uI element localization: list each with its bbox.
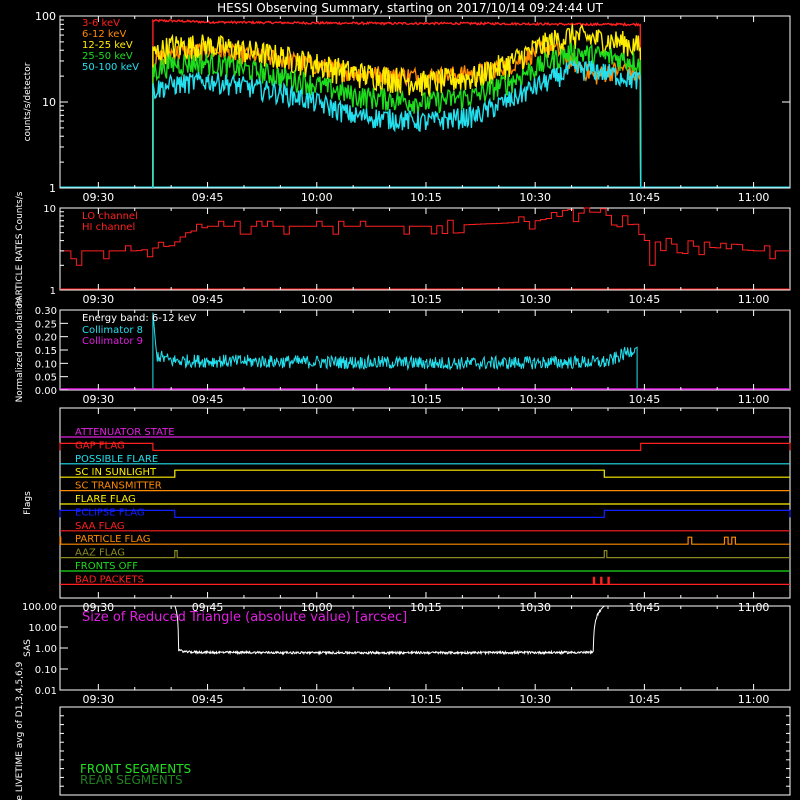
x-tick-label: 10:15: [410, 293, 442, 306]
flag-label: POSSIBLE FLARE: [75, 454, 158, 465]
y-tick-label: 10: [42, 96, 56, 109]
flag-label: AAZ FLAG: [75, 548, 125, 559]
x-tick-label: 11:00: [738, 293, 770, 306]
flag-line: [60, 576, 790, 585]
y-tick-label: 0.10: [35, 665, 57, 676]
x-tick-label: 09:45: [192, 293, 224, 306]
flag-label: SAA FLAG: [75, 521, 125, 532]
legend-label: 6-12 keV: [82, 29, 126, 40]
series-line-Collimator-8: [152, 312, 638, 390]
y-tick-label: 0.00: [35, 386, 57, 397]
series-line-3-6-keV: [152, 18, 642, 189]
y-tick-label: 1: [49, 182, 56, 195]
y-tick-label: 100.00: [22, 602, 57, 613]
legend-label: REAR SEGMENTS: [80, 773, 183, 787]
y-tick-label: 0.30: [35, 306, 57, 317]
legend-label: 50-100 keV: [82, 62, 139, 73]
flag-line: [60, 550, 790, 559]
x-tick-label: 10:00: [301, 693, 333, 706]
x-tick-label: 11:00: [738, 191, 770, 204]
x-tick-label: 09:30: [82, 393, 114, 406]
x-tick-label: 10:30: [519, 191, 551, 204]
x-tick-label: 09:45: [192, 693, 224, 706]
x-tick-label: 10:45: [629, 191, 661, 204]
y-tick-label: 10.00: [28, 623, 57, 634]
x-tick-label: 09:30: [82, 293, 114, 306]
series-line-HI-channel: [60, 207, 790, 266]
flag-label: GAP FLAG: [75, 440, 125, 451]
x-tick-label: 09:30: [82, 693, 114, 706]
series-line-50-100-keV: [152, 59, 642, 189]
y-tick-label: 0.10: [35, 359, 57, 370]
sas-x-ticks: 09:30 09:45 10:00 10:15 10:30 10:45 11:00: [82, 606, 769, 706]
x-tick-label: 11:00: [738, 393, 770, 406]
y-tick-label: 0.15: [35, 346, 57, 357]
flag-line: [59, 509, 791, 518]
flag-line: [59, 536, 790, 545]
y-tick-label: 0.01: [35, 686, 57, 697]
x-tick-label: 10:15: [410, 393, 442, 406]
x-tick-label: 10:00: [301, 293, 333, 306]
y-tick-label: 100: [35, 10, 56, 23]
flag-label: SC IN SUNLIGHT: [75, 467, 157, 478]
particle-ylabel: PARTICLE RATES Counts/s: [15, 191, 25, 306]
x-tick-label: 10:00: [301, 393, 333, 406]
y-tick-label: 10: [43, 204, 56, 215]
flag-label: PARTICLE FLAG: [75, 534, 151, 545]
y-tick-label: 0.25: [35, 319, 57, 330]
x-tick-label: 10:15: [410, 693, 442, 706]
particle-x-ticks: 09:30 09:45 10:00 10:15 10:30 10:45 11:00: [82, 208, 769, 306]
x-tick-label: 10:30: [519, 293, 551, 306]
x-tick-label: 09:30: [82, 191, 114, 204]
x-tick-label: 10:30: [519, 693, 551, 706]
legend-label: Collimator 9: [82, 336, 143, 347]
flag-line: [60, 469, 790, 478]
legend-label: 3-6 keV: [82, 18, 120, 29]
figure-title: HESSI Observing Summary, starting on 201…: [217, 1, 603, 15]
flag-label: SC TRANSMITTER: [75, 481, 162, 492]
energy-band-annotation: Energy band: 6-12 keV: [82, 313, 196, 324]
modulation-x-ticks: 09:30 09:45 10:00 10:15 10:30 10:45 11:00: [82, 310, 769, 406]
panels: 1 10 100 09:30 09:45 10:00 10:15 10:30 10:45 11:0…: [15, 10, 791, 800]
flag-line: [59, 442, 791, 451]
x-tick-label: 10:30: [519, 393, 551, 406]
legend-label: Collimator 8: [82, 325, 143, 336]
x-tick-label: 10:00: [301, 191, 333, 204]
x-tick-label: 11:00: [738, 693, 770, 706]
sas-ylabel: SAS: [23, 639, 33, 657]
legend-label: 12-25 keV: [82, 40, 133, 51]
flags-frame: [59, 407, 791, 599]
series-line-25-50-keV: [152, 42, 642, 189]
legend-label: HI channel: [82, 222, 135, 233]
legend-label: FRONT SEGMENTS: [80, 762, 191, 776]
flag-label: BAD PACKETS: [75, 574, 144, 585]
x-tick-label: 09:45: [192, 393, 224, 406]
x-tick-label: 09:45: [192, 191, 224, 204]
y-tick-label: 0.20: [35, 333, 57, 344]
flag-label: FRONTS OFF: [75, 561, 138, 572]
flag-label: ATTENUATOR STATE: [75, 427, 175, 438]
series-line-sas: [174, 605, 605, 656]
y-tick-label: 1.00: [35, 644, 57, 655]
lightcurves-ylabel: counts/s/detector: [23, 62, 33, 141]
sas-annotation: Size of Reduced Triangle (absolute value…: [82, 610, 407, 625]
lightcurves-x-ticks: 09:30 09:45 10:00 10:15 10:30 10:45 11:00: [82, 16, 769, 204]
legend-label: 25-50 keV: [82, 51, 133, 62]
y-tick-label: 1: [50, 286, 56, 297]
flag-label: ECLIPSE FLAG: [75, 507, 145, 518]
legend-label: LO channel: [82, 211, 138, 222]
x-tick-label: 10:45: [629, 293, 661, 306]
particle-frame: [59, 207, 791, 291]
x-tick-label: 10:45: [629, 693, 661, 706]
modulation-ylabel: Normalized modulation: [15, 298, 25, 403]
flag-label: FLARE FLAG: [75, 494, 136, 505]
x-tick-label: 10:45: [629, 393, 661, 406]
x-tick-label: 10:15: [410, 191, 442, 204]
livetime-ylabel: Mon. Rate LIVETIME avg of D1,3,4,5,6,9: [15, 661, 25, 800]
flags-ylabel: Flags: [23, 491, 33, 515]
y-tick-label: 0.05: [35, 373, 57, 384]
